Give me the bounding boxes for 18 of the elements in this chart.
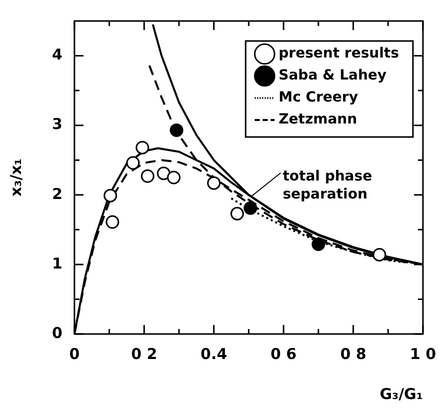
y-axis-title: x₃/x₁ [6,158,25,196]
annotation: total phase separation [282,168,372,203]
y-tick-label: 3 [52,115,62,134]
legend-label: Mc Creery [278,90,358,106]
x-tick-label: 1 0 [410,344,436,363]
x-tick-label: 0 8 [340,344,366,363]
x-axis-title: G₃/G₁ [380,384,423,403]
legend-label: Saba & Lahey [278,68,387,84]
y-tick-label: 0 [52,324,62,342]
y-tick-label: 1 [52,254,62,272]
legend-label: present results [278,46,399,62]
x-tick-label: 0 6 [270,344,297,363]
y-tick-label: 2 [52,184,62,203]
y-tick-label: 4 [52,46,62,64]
x-tick-label: 0 [69,344,80,363]
x-tick-label: 0.4 [200,344,228,363]
legend-label: Zetzmann [278,112,358,128]
x-tick-label: 0 2 [131,344,158,363]
